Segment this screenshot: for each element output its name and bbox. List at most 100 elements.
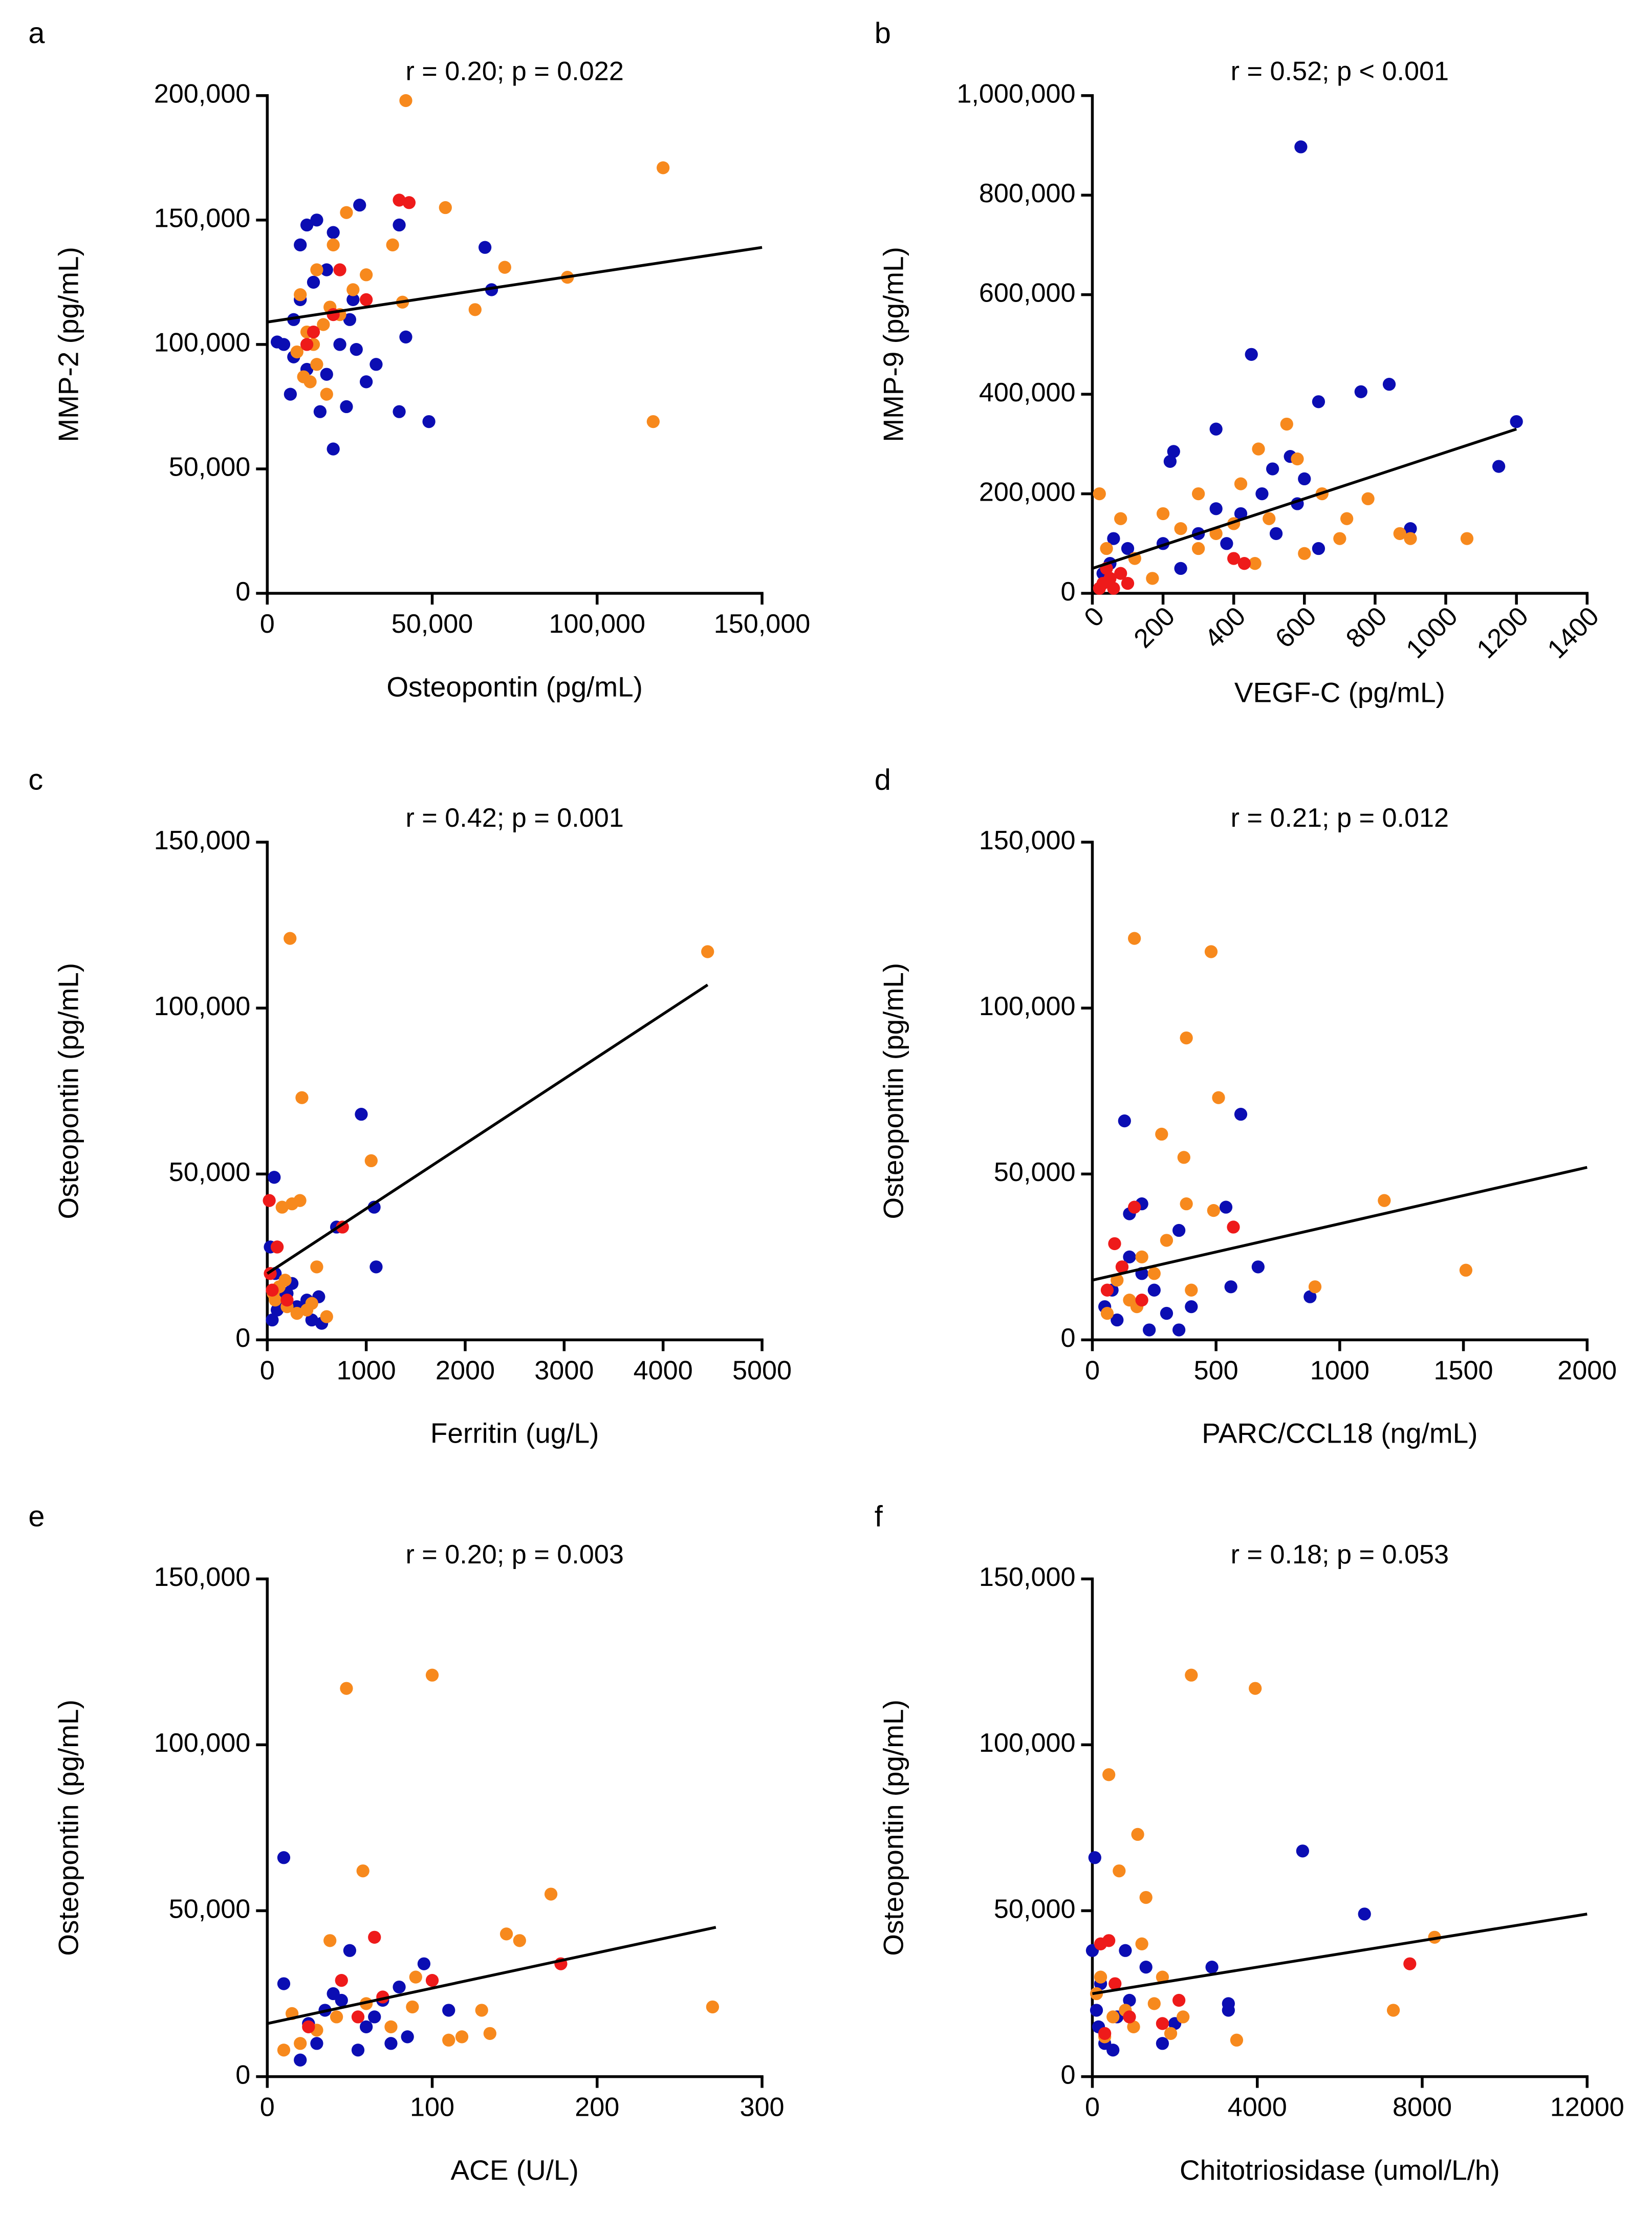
point: [1156, 2017, 1169, 2030]
point: [1361, 492, 1375, 505]
point: [364, 1154, 378, 1168]
point: [368, 2010, 381, 2024]
x-tick-label: 1000: [1401, 601, 1464, 664]
point: [1266, 462, 1279, 476]
point: [294, 2037, 307, 2050]
x-tick-label: 50,000: [392, 609, 473, 639]
point: [1303, 1290, 1317, 1303]
chart-title: r = 0.20; p = 0.022: [405, 57, 623, 87]
point: [442, 2033, 455, 2047]
point: [310, 2037, 323, 2050]
x-tick-label: 0: [1085, 2093, 1100, 2122]
point: [1510, 415, 1523, 428]
point: [1459, 1263, 1473, 1277]
point: [295, 1091, 309, 1104]
x-axis-label: ACE (U/L): [451, 2154, 579, 2186]
point: [266, 1313, 279, 1327]
point: [280, 1294, 294, 1307]
trend-line: [267, 1926, 716, 2025]
point: [1191, 542, 1205, 555]
point: [346, 293, 360, 307]
trend-line: [267, 246, 763, 324]
point: [1180, 1197, 1193, 1211]
y-axis-label: Osteopontin (pg/mL): [52, 1700, 84, 1956]
y-tick-label: 50,000: [994, 1157, 1076, 1187]
point: [499, 1927, 513, 1941]
point: [300, 218, 314, 232]
panel-letter: d: [875, 763, 891, 796]
y-tick-label: 0: [235, 2060, 250, 2090]
point: [422, 415, 436, 428]
chart-title: r = 0.21; p = 0.012: [1231, 803, 1449, 833]
point: [343, 313, 357, 326]
point: [327, 226, 340, 239]
y-tick-label: 400,000: [979, 378, 1076, 407]
point: [399, 94, 412, 108]
point: [393, 218, 406, 232]
point: [1340, 512, 1354, 525]
point: [513, 1934, 526, 1947]
x-tick-label: 200: [575, 2093, 619, 2122]
x-tick-label: 2000: [1557, 1356, 1617, 1385]
x-tick-label: 0: [260, 609, 275, 639]
point: [327, 238, 340, 252]
y-axis-label: Osteopontin (pg/mL): [877, 1700, 909, 1956]
point: [1163, 455, 1177, 468]
point: [1128, 1200, 1141, 1214]
x-tick-label: 0: [1085, 1356, 1100, 1385]
point: [401, 2030, 414, 2044]
point: [1227, 552, 1241, 565]
chart-title: r = 0.20; p = 0.003: [405, 1540, 623, 1570]
y-tick-label: 150,000: [154, 826, 251, 855]
x-tick-label: 3000: [534, 1356, 594, 1385]
panel: c r = 0.42; p = 0.001 Ferritin (ug/L) Osteo…: [28, 763, 792, 1449]
point: [1220, 537, 1233, 550]
y-axis-label: Osteopontin (pg/mL): [877, 963, 909, 1219]
y-tick-label: 100,000: [154, 328, 251, 358]
point: [1174, 522, 1187, 535]
point: [1119, 1944, 1132, 1957]
point: [384, 2037, 398, 2050]
point: [1160, 1306, 1173, 1320]
point: [1386, 2004, 1400, 2017]
y-tick-label: 100,000: [979, 1728, 1076, 1758]
point: [1123, 1250, 1136, 1264]
point: [359, 375, 373, 389]
x-tick-label: 400: [1199, 601, 1252, 654]
point: [1115, 1260, 1129, 1274]
point: [1333, 532, 1346, 545]
point: [1107, 582, 1120, 595]
point: [275, 1200, 289, 1214]
point: [1107, 532, 1120, 545]
point: [1156, 507, 1170, 521]
chart-title: r = 0.52; p < 0.001: [1231, 57, 1449, 87]
point: [1219, 1200, 1233, 1214]
x-tick-label: 100,000: [549, 609, 645, 639]
point: [1222, 2004, 1235, 2017]
point: [1156, 1970, 1169, 1984]
point: [1155, 1127, 1168, 1141]
chart-title: r = 0.18; p = 0.053: [1231, 1540, 1449, 1570]
point: [1185, 1668, 1198, 1682]
point: [1172, 1223, 1186, 1237]
x-axis-label: VEGF-C (pg/mL): [1234, 676, 1445, 708]
point: [1204, 945, 1218, 958]
point: [270, 335, 284, 349]
point: [406, 2000, 419, 2014]
x-tick-label: 300: [740, 2093, 785, 2122]
point: [302, 2020, 315, 2033]
point: [1100, 1283, 1114, 1297]
x-tick-label: 4000: [1228, 2093, 1287, 2122]
point: [1358, 1907, 1371, 1921]
point: [303, 375, 317, 389]
point: [305, 1297, 318, 1310]
point: [1230, 2033, 1244, 2047]
point: [323, 1934, 337, 1947]
point: [1227, 1220, 1240, 1234]
chart-title: r = 0.42; p = 0.001: [405, 803, 623, 833]
point: [1108, 1977, 1122, 1990]
x-axis-label: Chitotriosidase (umol/L/h): [1180, 2154, 1500, 2186]
point: [1128, 932, 1141, 945]
x-tick-label: 1400: [1542, 601, 1605, 664]
panel: e r = 0.20; p = 0.003 ACE (U/L) Osteopontin…: [28, 1500, 784, 2185]
